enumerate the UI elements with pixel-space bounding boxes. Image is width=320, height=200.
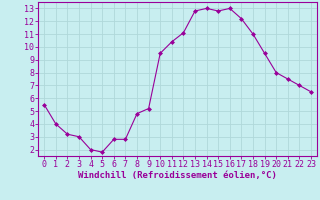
X-axis label: Windchill (Refroidissement éolien,°C): Windchill (Refroidissement éolien,°C)	[78, 171, 277, 180]
